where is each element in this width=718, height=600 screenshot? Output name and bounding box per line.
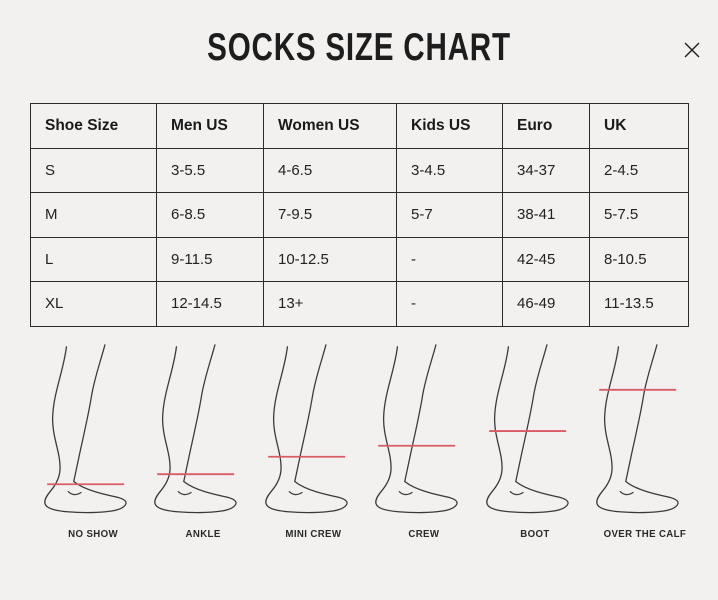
table-cell: 46-49: [502, 281, 590, 327]
table-cell: 5-7: [396, 192, 503, 238]
table-cell: -: [396, 236, 503, 282]
table-cell: 10-12.5: [263, 236, 397, 282]
table-cell: 8-10.5: [589, 236, 689, 282]
table-cell: 42-45: [502, 236, 590, 282]
table-row: XL 12-14.5 13+ -46-49 11-13.5: [30, 281, 689, 327]
size-chart-modal: { "modal": { "title": "SOCKS SIZE CHART"…: [0, 26, 718, 600]
sock-style-figure: ANKLE: [148, 339, 258, 540]
column-header: Women US: [263, 103, 397, 149]
sock-style-figures: NO SHOW ANKLE MINI CREW CREW BOOT: [38, 339, 700, 540]
leg-illustration-icon: [375, 343, 458, 513]
leg-illustration-icon: [485, 343, 569, 513]
sock-style-figure: OVER THE CALF: [590, 339, 700, 540]
table-cell: 34-37: [502, 147, 590, 193]
table-cell: 3-5.5: [156, 147, 264, 193]
sock-style-label: MINI CREW: [285, 527, 342, 540]
table-cell: 6-8.5: [156, 192, 264, 238]
sock-style-label: NO SHOW: [68, 527, 118, 540]
column-header: Euro: [502, 103, 590, 149]
close-icon: [684, 42, 700, 58]
sock-style-figure: CREW: [369, 339, 479, 540]
table-cell: 4-6.5: [263, 147, 397, 193]
table-cell: 3-4.5: [396, 147, 503, 193]
sock-style-label: ANKLE: [185, 527, 221, 540]
table-cell: 11-13.5: [589, 281, 689, 327]
table-row: M 6-8.5 7-9.5 5-7 38-41 5-7.5: [30, 192, 689, 238]
column-header: Men US: [156, 103, 264, 149]
table-header-row: Shoe Size Men US Women US Kids US Euro UK: [30, 103, 689, 149]
table-cell: -: [396, 281, 503, 327]
column-header: Shoe Size: [30, 103, 157, 149]
table-cell: XL: [30, 281, 157, 327]
sock-style-figure: NO SHOW: [38, 339, 148, 540]
table-cell: 2-4.5: [589, 147, 689, 193]
table-cell: M: [30, 192, 157, 238]
sock-style-label: BOOT: [519, 527, 550, 540]
table-cell: 12-14.5: [156, 281, 264, 327]
sock-style-label: CREW: [408, 527, 440, 540]
column-header: UK: [589, 103, 689, 149]
table-cell: 9-11.5: [156, 236, 264, 282]
table-row: S 3-5.5 4-6.5 3-4.5 34-37 2-4.5: [30, 147, 689, 193]
leg-illustration-icon: [44, 343, 127, 513]
table-cell: S: [30, 147, 157, 193]
leg-illustration-icon: [264, 343, 348, 513]
leg-illustration-icon: [596, 343, 679, 513]
table-cell: 13+: [263, 281, 397, 327]
table-cell: L: [30, 236, 157, 282]
table-cell: 5-7.5: [589, 192, 689, 238]
sock-style-figure: BOOT: [480, 339, 590, 540]
sock-style-figure: MINI CREW: [259, 339, 369, 540]
close-button[interactable]: [678, 36, 706, 64]
table-row: L 9-11.5 10-12.5-42-45 8-10.5: [30, 236, 689, 282]
table-cell: 7-9.5: [263, 192, 397, 238]
size-table: Shoe Size Men US Women US Kids US Euro UK S 3-…: [30, 103, 689, 327]
table-cell: 38-41: [502, 192, 590, 238]
page-title: SOCKS SIZE CHART: [207, 26, 511, 69]
column-header: Kids US: [396, 103, 503, 149]
sock-style-label: OVER THE CALF: [603, 527, 687, 540]
leg-illustration-icon: [154, 343, 238, 513]
